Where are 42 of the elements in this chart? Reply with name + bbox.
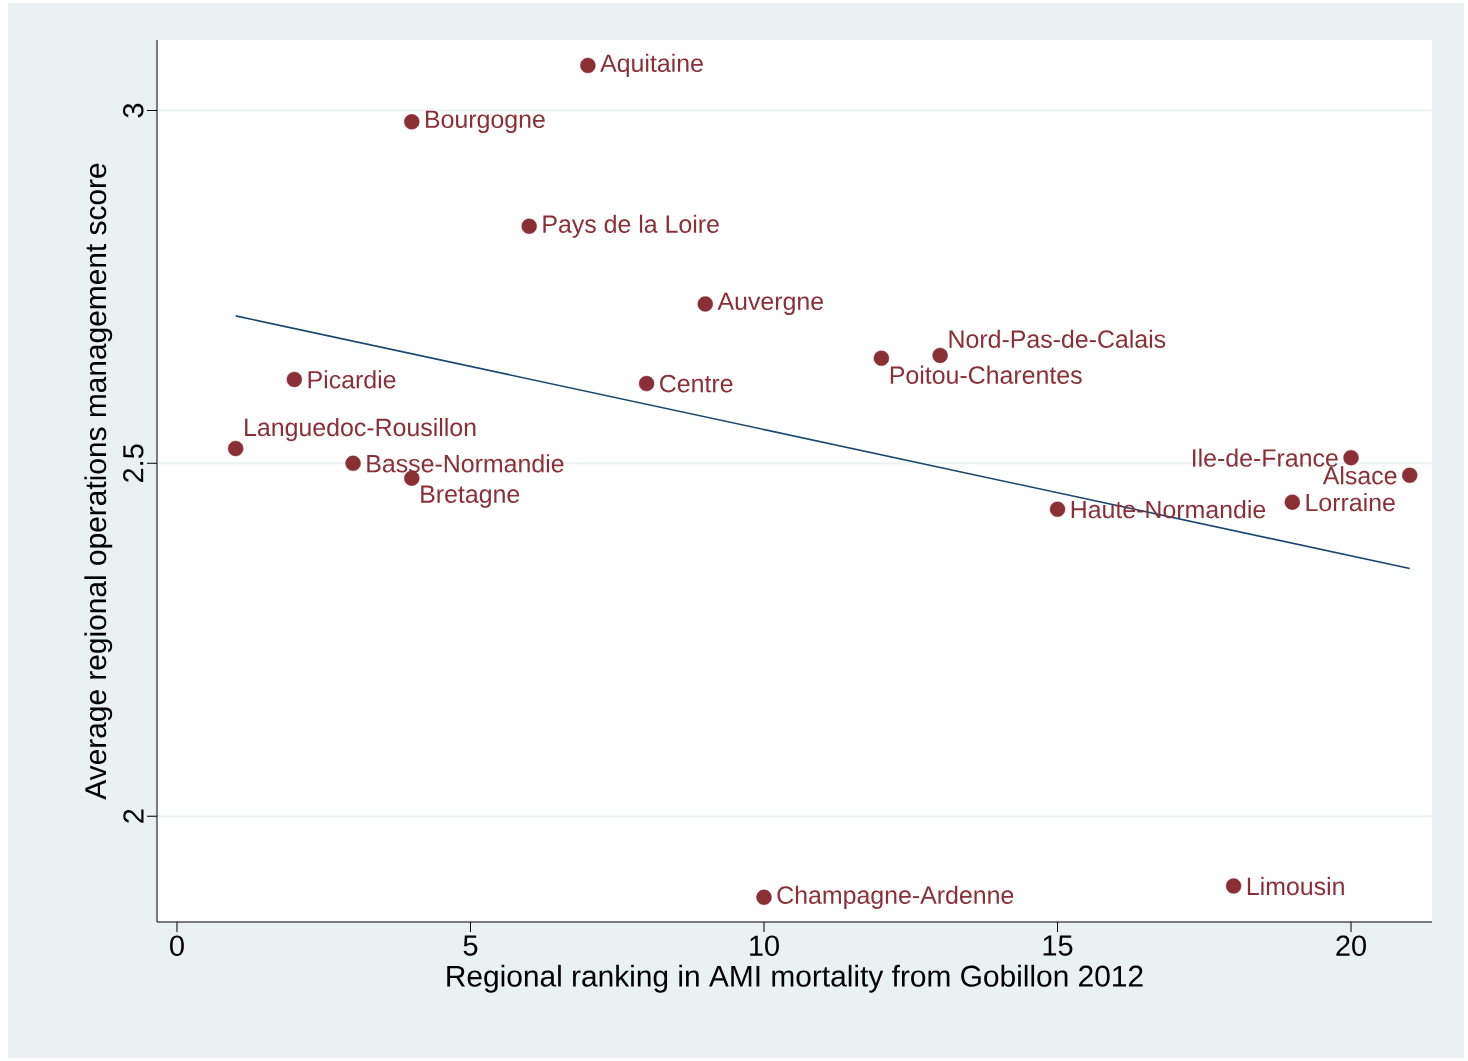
point [697, 296, 713, 312]
x-tick-label: 5 [463, 935, 478, 956]
annotation: Limousin [1247, 876, 1344, 896]
annotation: Alsace [1322, 466, 1397, 485]
point [1049, 501, 1066, 517]
point [404, 114, 420, 130]
annotation: Lorraine [1306, 493, 1395, 512]
x-tick-label: 0 [170, 935, 184, 956]
point [521, 218, 537, 234]
annotation: Champagne-Ardenne [777, 885, 1014, 909]
x-tick-label: 15 [1043, 935, 1073, 956]
annotation: Basse-Normandie [367, 454, 564, 473]
annotation: Bourgogne [426, 110, 545, 133]
y-tick-label: 2 [123, 809, 144, 823]
y-axis-title: Average regional operations management score [84, 163, 113, 800]
point [1225, 878, 1242, 894]
annotation: Auvergne [717, 292, 823, 316]
annotation: Poitou-Charentes [890, 365, 1082, 384]
point [1402, 467, 1418, 484]
point [932, 347, 948, 364]
point [756, 889, 772, 905]
annotation: Ile-de-France [1193, 448, 1338, 467]
annotation: Nord-Pas-de-Calais [949, 329, 1166, 348]
x-tick-label: 20 [1336, 935, 1366, 956]
annotation: Aquitaine [600, 53, 703, 77]
point [638, 375, 655, 392]
annotation: Bretagne [421, 485, 520, 508]
point [227, 440, 244, 457]
point [873, 350, 890, 366]
x-tick-label: 10 [750, 935, 779, 956]
point [580, 57, 596, 74]
point [345, 455, 361, 472]
y-tick-label: 2.5 [123, 444, 144, 482]
y-tick-label: 3 [123, 103, 144, 118]
annotation: Languedoc-Rousillon [245, 417, 476, 442]
annotation: Centre [660, 374, 733, 393]
annotation: Pays de la Loire [543, 214, 719, 238]
point [286, 371, 303, 388]
point [1343, 450, 1359, 466]
x-axis-title: Regional ranking in AMI mortality from Gobillon 2012 [447, 964, 1143, 993]
annotation: Picardie [308, 370, 396, 389]
point [1284, 494, 1301, 510]
